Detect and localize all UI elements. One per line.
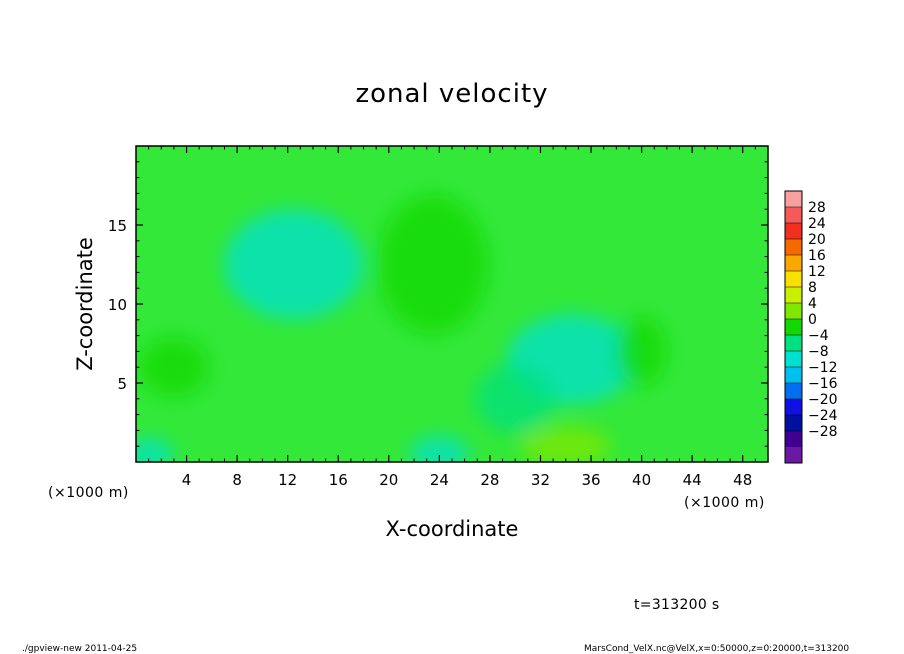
colorbar-segment — [785, 191, 802, 208]
chart-title: zonal velocity — [355, 79, 548, 109]
y-axis-label: Z-coordinate — [73, 237, 97, 371]
colorbar-segment — [785, 335, 802, 352]
x-tick-label: 4 — [182, 471, 192, 489]
x-axis-label: X-coordinate — [386, 517, 519, 541]
x-tick-label: 40 — [632, 471, 651, 489]
field-feature — [378, 194, 489, 335]
y-tick-label: 15 — [108, 217, 127, 235]
colorbar-label: −12 — [808, 360, 838, 376]
colorbar-segment — [785, 303, 802, 320]
colorbar-segment — [785, 287, 802, 304]
colorbar-segment — [785, 255, 802, 272]
colorbar-label: 0 — [808, 312, 817, 328]
x-tick-label: 16 — [329, 471, 348, 489]
colorbar-segment — [785, 383, 802, 400]
colorbar-segment — [785, 399, 802, 416]
x-tick-label: 12 — [278, 471, 297, 489]
x-unit-left: (×1000 m) — [48, 485, 129, 501]
y-tick-label: 10 — [108, 296, 127, 314]
colorbar-label: 16 — [808, 248, 826, 264]
colorbar-segment — [785, 239, 802, 256]
y-tick-label: 5 — [117, 375, 127, 393]
colorbar-label: −16 — [808, 376, 838, 392]
footer-right: MarsCond_VelX.nc@VelX,x=0:50000,z=0:2000… — [584, 644, 849, 654]
colorbar-segment — [785, 415, 802, 432]
field-feature — [136, 438, 174, 462]
x-tick-label: 32 — [531, 471, 550, 489]
x-tick-label: 8 — [232, 471, 242, 489]
x-tick-label: 36 — [581, 471, 600, 489]
colorbar-label: 20 — [808, 232, 826, 248]
x-tick-label: 44 — [683, 471, 702, 489]
colorbar-segment — [785, 207, 802, 224]
colorbar-segment — [785, 319, 802, 336]
field-feature — [138, 337, 209, 398]
field-feature — [616, 316, 667, 387]
x-tick-label: 48 — [733, 471, 752, 489]
colorbar-segment — [785, 351, 802, 368]
colorbar-segment — [785, 447, 802, 464]
colorbar-label: −20 — [808, 392, 838, 408]
x-tick-label: 20 — [379, 471, 398, 489]
field-feature — [224, 209, 364, 320]
footer-left: ./gpview-new 2011-04-25 — [22, 644, 137, 654]
colorbar-label: 4 — [808, 296, 817, 312]
colorbar-frame — [784, 190, 803, 464]
colorbar-label: 8 — [808, 280, 817, 296]
colorbar-label: −24 — [808, 408, 838, 424]
field-feature — [475, 363, 556, 434]
colorbar-segment — [785, 431, 802, 448]
colorbar-label: 24 — [808, 216, 826, 232]
colorbar-segment — [785, 271, 802, 288]
colorbar-label: −4 — [808, 328, 829, 344]
field-feature — [409, 436, 470, 462]
time-label: t=313200 s — [634, 597, 719, 613]
colorbar-label: 28 — [808, 200, 826, 216]
x-tick-label: 24 — [430, 471, 449, 489]
x-tick-label: 28 — [480, 471, 499, 489]
field-feature — [520, 426, 611, 462]
x-unit-right: (×1000 m) — [684, 495, 765, 511]
colorbar-label: −28 — [808, 424, 838, 440]
colorbar-segment — [785, 223, 802, 240]
colorbar-label: −8 — [808, 344, 829, 360]
colorbar-label: 12 — [808, 264, 826, 280]
colorbar-segment — [785, 367, 802, 384]
